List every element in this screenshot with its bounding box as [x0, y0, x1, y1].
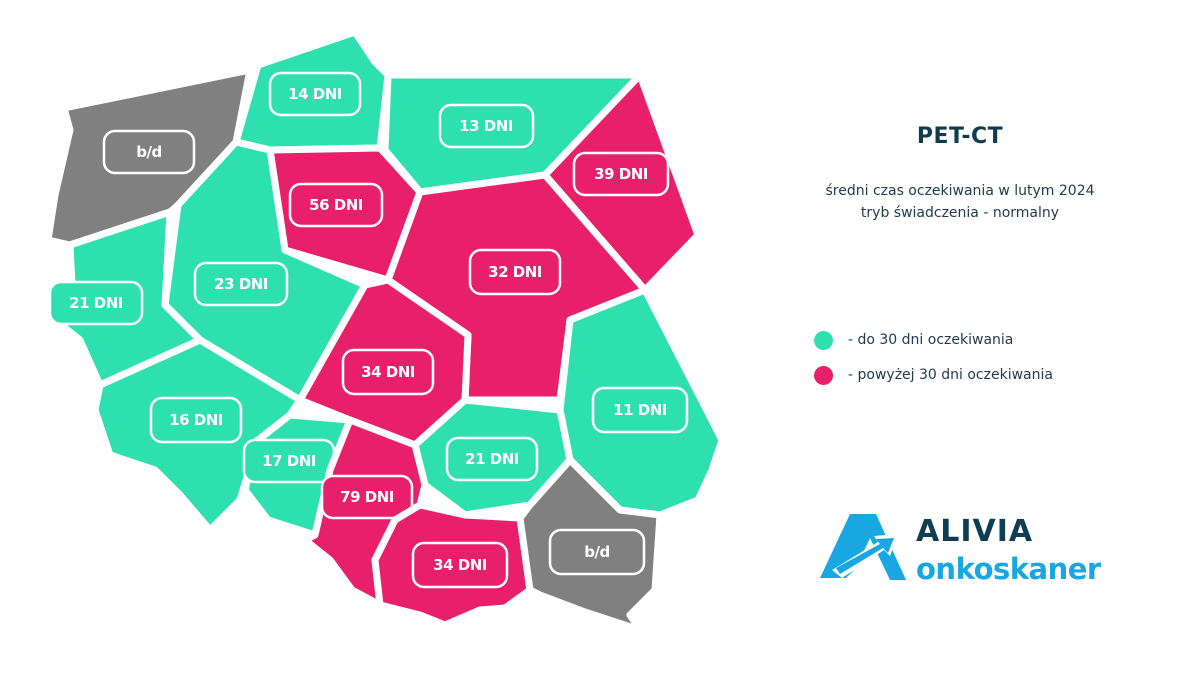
- region-label: 17 DNI: [262, 452, 316, 470]
- region-label: 79 DNI: [340, 488, 394, 506]
- region-pomorskie: 14 DNI: [232, 28, 392, 154]
- region-lubuskie: 21 DNI: [48, 208, 204, 389]
- region-label: 13 DNI: [459, 117, 513, 135]
- region-label-box: [193, 261, 289, 307]
- region-label-box: [445, 436, 539, 482]
- legend-dot-pink: [814, 365, 833, 385]
- region-label-box: [48, 280, 144, 326]
- alivia-logo: ALIVIA onkoskaner: [818, 512, 1118, 592]
- region-podkarpackie: b/d: [516, 456, 664, 634]
- region-label-box: [438, 103, 535, 149]
- chart-subtitle: średni czas oczekiwania w lutym 2024 try…: [780, 180, 1140, 224]
- region-shape: [371, 501, 534, 629]
- region-slaskie: 79 DNI: [301, 416, 429, 609]
- region-label: 32 DNI: [488, 263, 542, 281]
- subtitle-line-1: średni czas oczekiwania w lutym 2024: [825, 183, 1095, 199]
- legend-item-pink: - powyżej 30 dni oczekiwania: [814, 365, 1053, 385]
- region-label-box: [341, 348, 435, 396]
- region-label: 11 DNI: [613, 401, 667, 419]
- region-label: 16 DNI: [169, 411, 223, 429]
- region-label-box: [320, 474, 414, 520]
- region-wielkopolskie: 23 DNI: [161, 138, 369, 404]
- logo-brand: ALIVIA: [916, 514, 1034, 549]
- region-label-box: [572, 151, 670, 197]
- region-label: b/d: [584, 543, 609, 561]
- legend-dot-green: [814, 330, 833, 350]
- region-shape: [516, 456, 664, 634]
- subtitle-line-2: tryb świadczenia - normalny: [860, 205, 1060, 221]
- region-label-box: [102, 129, 196, 175]
- region-label: 56 DNI: [309, 196, 363, 214]
- poland-voivodeship-map: b/d 14 DNI 13 DNI 39 DNI 56 DNI 32 DNI 2…: [48, 28, 722, 634]
- region-label-box: [468, 248, 562, 296]
- region-label-box: [149, 396, 243, 444]
- region-label: 34 DNI: [361, 363, 415, 381]
- region-label: b/d: [136, 143, 161, 161]
- region-dolnoslaskie: 16 DNI: [91, 336, 304, 534]
- region-shape: [91, 336, 304, 534]
- legend-label: - powyżej 30 dni oczekiwania: [848, 367, 1053, 383]
- region-malopolskie: 34 DNI: [371, 501, 534, 629]
- region-label: 21 DNI: [69, 294, 123, 312]
- legend-label: - do 30 dni oczekiwania: [848, 332, 1014, 348]
- legend: - do 30 dni oczekiwania - powyżej 30 dni…: [814, 330, 1053, 400]
- region-label: 14 DNI: [288, 85, 342, 103]
- region-label: 21 DNI: [465, 450, 519, 468]
- region-label: 23 DNI: [214, 275, 268, 293]
- region-label: 34 DNI: [433, 556, 487, 574]
- region-label-box: [548, 528, 646, 576]
- alivia-logo-icon: [820, 514, 906, 580]
- chart-title: PET-CT: [916, 124, 1004, 149]
- region-label-box: [411, 541, 509, 589]
- region-label-box: [268, 71, 362, 117]
- legend-item-green: - do 30 dni oczekiwania: [814, 330, 1053, 350]
- region-label-box: [591, 386, 689, 434]
- region-label-box: [288, 182, 384, 228]
- region-label: 39 DNI: [594, 165, 648, 183]
- logo-subbrand: onkoskaner: [916, 552, 1101, 586]
